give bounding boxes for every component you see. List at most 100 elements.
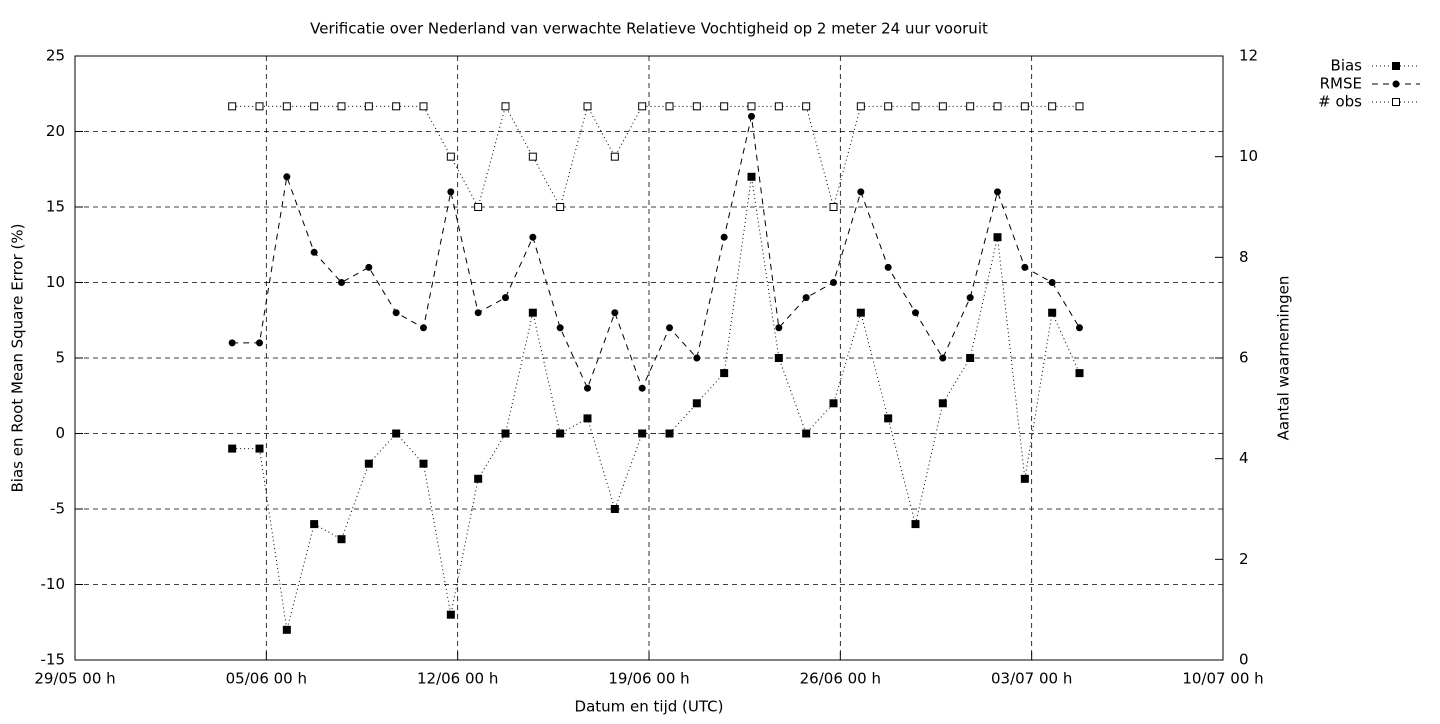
data-point (1048, 308, 1057, 317)
data-point (228, 102, 237, 111)
data-point (802, 429, 811, 438)
data-point (911, 520, 920, 529)
data-point (420, 324, 427, 332)
data-point (830, 279, 837, 286)
data-point (665, 102, 674, 111)
data-point (884, 102, 893, 111)
y2-tick-label: 6 (1239, 349, 1249, 367)
y2-tick-label: 2 (1239, 550, 1249, 568)
data-point (556, 203, 565, 211)
data-point (501, 102, 510, 111)
data-point (583, 102, 592, 111)
data-point (638, 429, 647, 438)
data-point (446, 610, 455, 619)
y-tick-label: -15 (41, 651, 66, 669)
x-tick-label: 05/06 00 h (226, 670, 307, 688)
data-point (228, 444, 237, 453)
data-point (502, 294, 509, 302)
data-point (774, 354, 783, 362)
data-point (1021, 263, 1029, 271)
x-tick-label: 10/07 00 h (1182, 670, 1263, 688)
data-point (256, 339, 263, 347)
data-point (583, 414, 592, 423)
data-point (693, 354, 701, 362)
legend-marker (1392, 80, 1400, 88)
chart-title: Verificatie over Nederland van verwachte… (310, 20, 988, 38)
data-point (966, 294, 974, 302)
data-point (255, 444, 264, 453)
x-tick-label: 03/07 00 h (991, 670, 1072, 688)
data-point (419, 459, 428, 468)
data-point (1076, 324, 1083, 332)
data-point (556, 429, 565, 438)
data-point (748, 112, 755, 120)
data-point (1020, 102, 1029, 111)
data-point (447, 188, 455, 196)
data-point (1075, 369, 1084, 378)
y-tick-label: -5 (50, 500, 65, 518)
data-point (692, 399, 701, 408)
data-point (364, 102, 373, 111)
series-line (232, 116, 1080, 390)
data-point (556, 324, 564, 332)
y-tick-label: -10 (41, 575, 66, 593)
data-point (774, 102, 783, 111)
x-tick-label: 12/06 00 h (417, 670, 498, 688)
x-tick-label: 19/06 00 h (608, 670, 689, 688)
data-point (610, 505, 619, 513)
data-point (474, 474, 483, 483)
data-point (692, 102, 701, 111)
data-point (829, 203, 838, 211)
data-point (911, 102, 920, 111)
data-point (337, 535, 346, 544)
y2-tick-label: 4 (1239, 449, 1249, 467)
y2-tick-label: 12 (1239, 47, 1258, 65)
data-point (802, 102, 811, 111)
data-point (747, 172, 756, 181)
data-point (939, 354, 947, 362)
data-point (501, 429, 510, 438)
data-point (584, 384, 591, 392)
data-point (528, 308, 537, 317)
x-tick-label: 26/06 00 h (800, 670, 881, 688)
data-point (638, 384, 646, 392)
data-point (255, 102, 264, 111)
y2-axis-label: Aantal waarnemingen (1275, 276, 1293, 441)
y-tick-label: 5 (55, 349, 65, 367)
x-axis-label: Datum en tijd (UTC) (575, 698, 724, 716)
data-point (856, 102, 865, 111)
legend-marker (1392, 98, 1400, 106)
data-point (1048, 102, 1057, 111)
series-line (232, 176, 1080, 630)
data-point (337, 102, 346, 111)
data-point (1075, 102, 1084, 111)
y-tick-label: 15 (46, 198, 65, 216)
y-tick-label: 25 (46, 47, 65, 65)
data-point (474, 203, 483, 211)
data-point (474, 309, 482, 317)
data-point (392, 429, 401, 438)
data-point (611, 309, 619, 317)
data-point (282, 102, 291, 111)
data-point (938, 399, 947, 408)
data-point (802, 294, 810, 302)
data-point (283, 173, 291, 181)
y-axis-label: Bias en Root Mean Square Error (%) (9, 224, 27, 493)
data-point (1048, 279, 1056, 286)
data-point (338, 279, 345, 286)
plot-border (74, 55, 1224, 661)
data-point (528, 152, 537, 161)
data-point (938, 102, 947, 111)
data-point (775, 324, 783, 332)
data-point (747, 102, 756, 111)
y2-tick-label: 8 (1239, 248, 1249, 266)
data-point (310, 520, 319, 529)
data-point (884, 414, 893, 423)
data-point (912, 309, 919, 317)
data-point (529, 233, 537, 241)
data-point (884, 263, 892, 271)
data-point (392, 309, 400, 317)
data-point (993, 233, 1002, 242)
